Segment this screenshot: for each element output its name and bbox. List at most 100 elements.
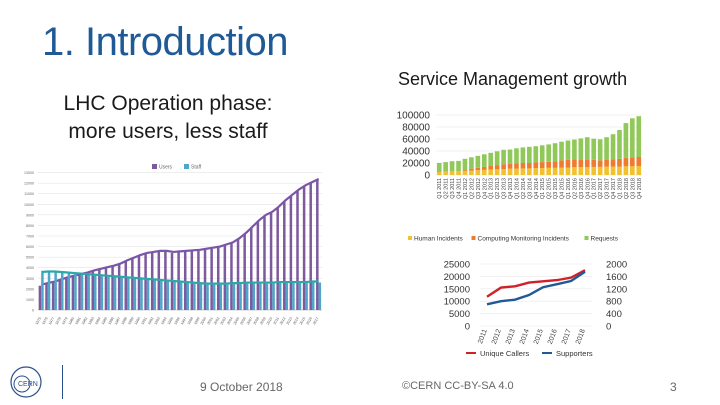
service-management-title: Service Management growth: [398, 69, 628, 89]
x-tick-label: Q4 2015: [560, 178, 566, 199]
bar-segment-0: [520, 168, 526, 175]
x-tick-label: 1996: [173, 317, 180, 326]
bar-users: [104, 268, 108, 310]
bar-segment-0: [514, 168, 519, 175]
x-tick-label: 2002: [213, 317, 220, 326]
x-tick-label: Q1 2018: [617, 178, 623, 199]
y-tick-label: 0: [32, 309, 34, 313]
legend-label: Supporters: [556, 349, 593, 358]
bar-staff: [199, 284, 203, 310]
bar-segment-2: [436, 163, 442, 172]
bar-staff: [146, 279, 150, 310]
x-tick-label: Q2 2017: [598, 178, 604, 199]
bar-segment-0: [597, 166, 603, 175]
x-tick-label: 2008: [253, 317, 260, 326]
x-tick-label: 1991: [140, 317, 147, 326]
y-tick-label: 6000: [26, 245, 34, 249]
bar-staff: [298, 283, 302, 310]
x-tick-label: 2015: [533, 328, 545, 345]
bar-segment-1: [623, 157, 629, 167]
bar-segment-1: [494, 165, 500, 170]
bar-segment-1: [597, 160, 603, 167]
bar-staff: [311, 282, 315, 310]
x-tick-label: Q3 2012: [476, 178, 482, 199]
bar-users: [38, 285, 42, 310]
x-tick-label: 1980: [68, 317, 75, 326]
bar-staff: [239, 284, 242, 310]
bar-staff: [153, 280, 156, 310]
bar-users: [45, 284, 48, 310]
bar-segment-1: [559, 160, 564, 168]
y-tick-label: 60000: [402, 135, 430, 146]
x-tick-label: Q2 2018: [624, 178, 630, 199]
bar-segment-1: [578, 160, 584, 168]
x-tick-label: 1987: [114, 317, 121, 326]
legend-swatch: [184, 164, 189, 169]
x-tick-label: Q3 2017: [605, 178, 611, 199]
bar-segment-0: [584, 167, 590, 175]
bar-segment-1: [469, 168, 474, 171]
x-tick-label: 1981: [74, 317, 81, 326]
bar-users: [65, 278, 68, 310]
right-y-tick-label: 400: [606, 309, 622, 320]
x-tick-label: 2003: [220, 317, 227, 326]
y-tick-label: 8000: [26, 224, 34, 228]
bar-segment-1: [572, 159, 577, 168]
y-tick-label: 2000: [26, 287, 34, 291]
legend-label: Unique Callers: [480, 349, 529, 358]
x-tick-label: 1995: [167, 317, 174, 326]
x-tick-label: 2014: [292, 317, 299, 326]
legend-swatch: [471, 236, 476, 240]
bar-staff: [80, 274, 84, 310]
legend-swatch: [152, 164, 157, 169]
bar-staff: [193, 283, 196, 310]
x-tick-label: 1997: [180, 317, 187, 326]
bar-users: [51, 282, 55, 310]
bar-segment-1: [520, 163, 526, 169]
left-y-tick-label: 25000: [444, 260, 470, 271]
x-tick-label: 1984: [94, 317, 101, 326]
subtitle-line-1: LHC Operation phase:: [63, 92, 273, 115]
bar-staff: [252, 283, 256, 310]
right-y-tick-label: 1600: [606, 272, 627, 283]
bar-segment-0: [552, 167, 558, 175]
bar-segment-0: [617, 166, 622, 175]
legend-label: Staff: [191, 165, 202, 171]
bar-users: [58, 280, 61, 310]
bar-segment-1: [475, 167, 481, 171]
bar-segment-2: [610, 134, 616, 160]
bar-users: [296, 190, 299, 310]
page-title: 1. Introduction: [42, 20, 289, 64]
x-tick-label: Q4 2016: [585, 178, 591, 199]
bar-users: [316, 179, 319, 310]
y-tick-label: 80000: [402, 123, 430, 134]
bar-users: [197, 250, 200, 310]
right-y-tick-label: 2000: [606, 260, 627, 271]
bar-users: [283, 201, 286, 310]
legend-swatch: [584, 236, 589, 240]
y-tick-label: 9000: [26, 213, 34, 217]
x-tick-label: Q4 2017: [611, 178, 617, 199]
bar-users: [117, 264, 121, 310]
x-tick-label: 1992: [147, 317, 154, 326]
x-tick-label: 1994: [160, 317, 167, 326]
bar-segment-0: [527, 168, 532, 175]
bar-staff: [100, 276, 104, 310]
x-tick-label: 1982: [81, 317, 88, 326]
bar-segment-2: [501, 149, 506, 165]
bar-segment-0: [565, 167, 571, 175]
bar-staff: [107, 276, 110, 310]
bar-users: [236, 239, 240, 310]
bar-users: [84, 273, 88, 310]
bar-staff: [272, 283, 275, 310]
bar-segment-0: [456, 171, 461, 175]
x-tick-label: 2007: [246, 317, 253, 326]
bar-staff: [94, 275, 97, 310]
trend-line-users: [41, 177, 320, 286]
bar-users: [203, 249, 207, 310]
x-tick-label: 1988: [121, 317, 128, 326]
y-tick-label: 5000: [26, 256, 34, 260]
y-tick-label: 7000: [26, 235, 34, 239]
bar-staff: [259, 283, 262, 310]
